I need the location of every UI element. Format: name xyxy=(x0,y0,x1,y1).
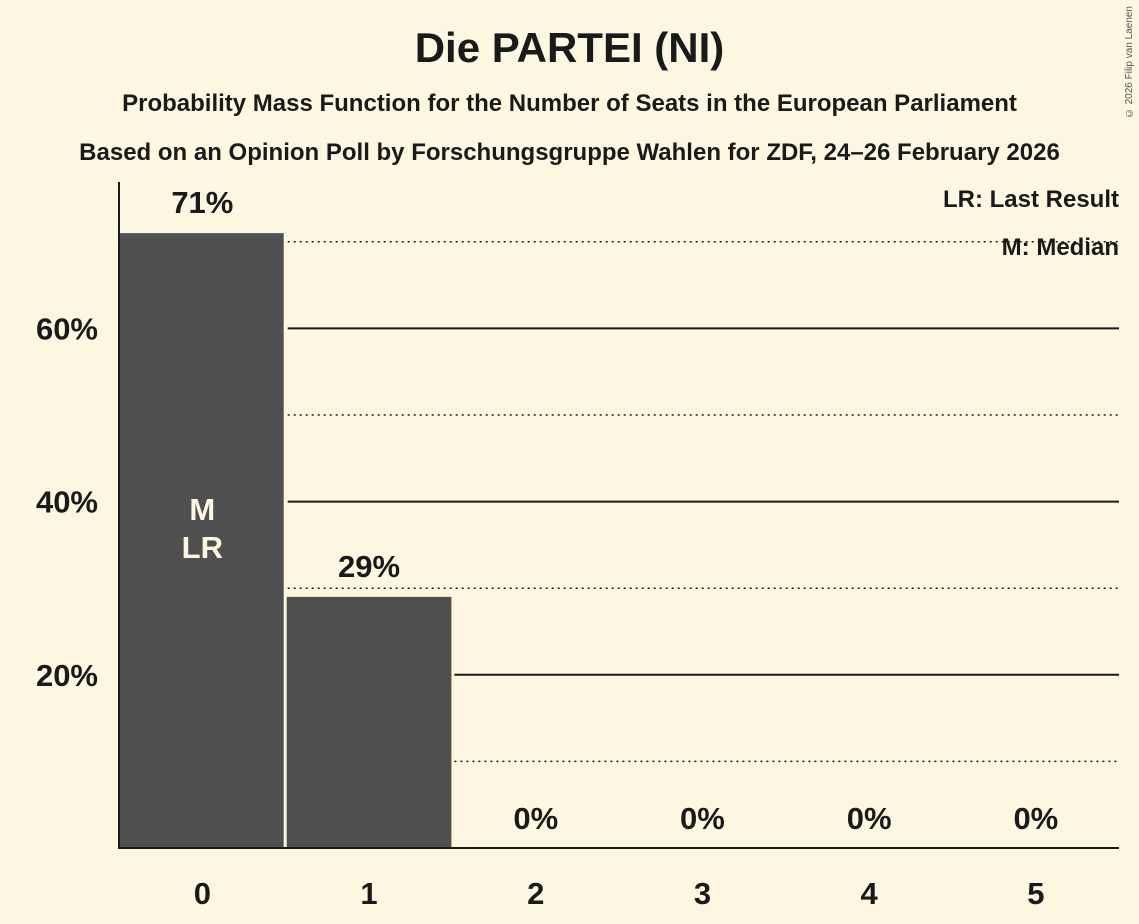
axes xyxy=(118,182,1119,849)
chart-source: Based on an Opinion Poll by Forschungsgr… xyxy=(79,139,1060,166)
x-tick-label: 2 xyxy=(527,876,544,911)
y-tick-label: 20% xyxy=(36,658,98,693)
x-tick-label: 3 xyxy=(694,876,711,911)
x-tick-label: 4 xyxy=(861,876,879,911)
chart-subtitle: Probability Mass Function for the Number… xyxy=(122,90,1017,117)
legend-last-result: LR: Last Result xyxy=(942,186,1119,213)
bar-value-label: 0% xyxy=(1013,801,1058,836)
y-tick-label: 60% xyxy=(36,311,98,346)
x-tick-label: 5 xyxy=(1027,876,1044,911)
x-tick-label: 0 xyxy=(194,876,211,911)
legend-median: M: Median xyxy=(1001,234,1119,261)
gridlines xyxy=(287,241,1119,763)
bar-value-label: 29% xyxy=(338,549,400,584)
bar-seat-0 xyxy=(119,233,284,848)
bar-seat-1 xyxy=(286,596,452,848)
bar-annotation-lr: LR xyxy=(182,530,223,565)
bar-value-label: 0% xyxy=(847,801,892,836)
bar-annotation-m: M xyxy=(189,492,215,527)
chart-title: Die PARTEI (NI) xyxy=(414,24,725,71)
y-tick-label: 40% xyxy=(36,485,98,520)
bar-value-label: 0% xyxy=(513,801,558,836)
bars xyxy=(119,233,452,848)
bar-value-label: 71% xyxy=(171,185,233,220)
x-tick-label: 1 xyxy=(360,876,377,911)
bar-value-label: 0% xyxy=(680,801,725,836)
